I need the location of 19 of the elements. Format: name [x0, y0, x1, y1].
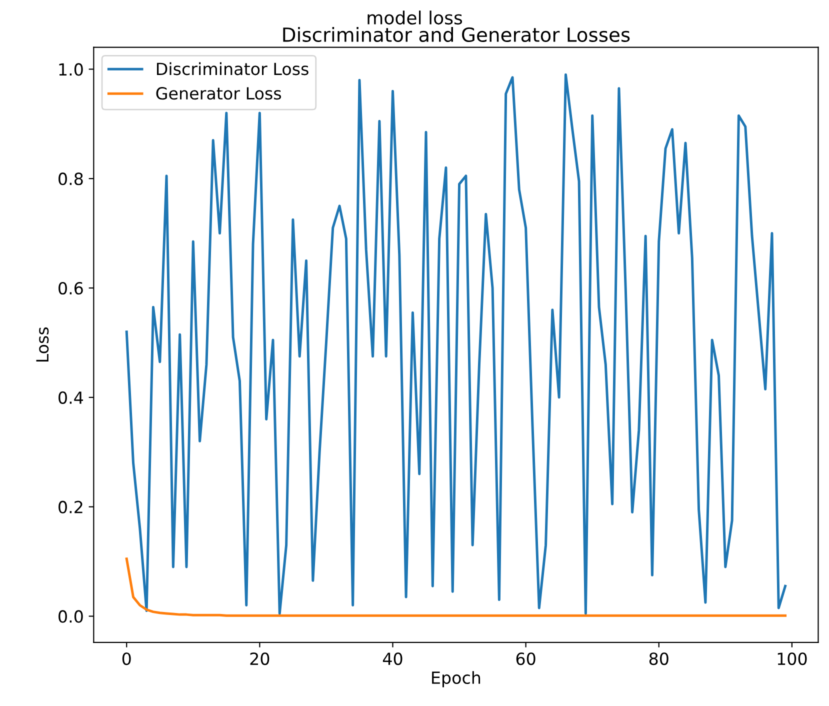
x-tick-label: 0 [122, 652, 131, 666]
y-tick-label: 0.4 [58, 391, 84, 404]
y-tick-label: 0.8 [58, 172, 83, 186]
y-tick-label: 0.2 [58, 500, 82, 514]
x-tick-label: 80 [649, 652, 668, 666]
x-axis-title: Epoch [432, 671, 480, 688]
legend-label: Generator Loss [156, 87, 282, 100]
x-tick-label: 20 [250, 652, 270, 666]
y-axis-title: Loss [36, 327, 49, 362]
x-tick-label: 40 [382, 652, 402, 666]
y-tick-label: 1.0 [59, 63, 83, 76]
x-tick-label: 60 [516, 652, 536, 666]
line-series [125, 558, 787, 617]
chart-subtitle: Discriminator and Generator Losses [283, 26, 630, 42]
chart-title: model loss [368, 10, 462, 25]
y-tick-label: 0.6 [58, 282, 83, 295]
x-tick-label: 100 [778, 652, 807, 666]
y-tick-label: 0.0 [58, 610, 83, 623]
legend-label: Discriminator Loss [156, 62, 308, 76]
